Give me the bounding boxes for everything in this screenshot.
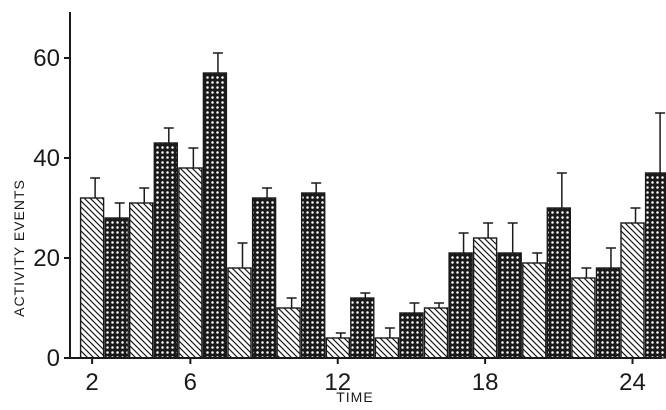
bar-series1-t4 <box>128 202 154 359</box>
error-bars-layer <box>90 52 666 338</box>
bar-series1-t16 <box>423 307 449 359</box>
y-axis-title: ACTIVITY EVENTS <box>11 179 27 317</box>
x-tick-label-12: 12 <box>324 369 351 396</box>
bar-series1-t12 <box>325 337 350 359</box>
x-tick-label-2: 2 <box>85 369 98 396</box>
y-tick-label-20: 20 <box>33 245 60 272</box>
bars-layer <box>79 72 666 359</box>
bar-series2-t23 <box>595 267 621 359</box>
bar-series2-t19 <box>497 252 522 359</box>
bar-series1-t6 <box>178 167 203 359</box>
y-tick-label-40: 40 <box>33 145 60 172</box>
ticks-layer: 0 20 40 60 2 6 12 18 24 <box>33 45 646 396</box>
bar-series2-t7 <box>202 72 228 359</box>
bar-series1-t8 <box>227 267 252 359</box>
bar-series2-t15 <box>399 312 424 359</box>
bar-series2-t11 <box>301 192 326 359</box>
x-tick-label-18: 18 <box>472 369 499 396</box>
axes-layer <box>69 12 662 359</box>
bar-series1-t2 <box>79 197 105 359</box>
bar-series1-t14 <box>374 337 400 359</box>
x-axis-title: TIME <box>336 389 373 405</box>
y-tick-label-60: 60 <box>33 45 60 72</box>
y-tick-label-0: 0 <box>47 345 60 372</box>
bar-series2-t3 <box>104 217 129 359</box>
bar-series2-t17 <box>448 252 473 359</box>
bar-series2-t5 <box>153 142 179 359</box>
bar-series2-t25 <box>644 172 666 359</box>
x-tick-label-24: 24 <box>619 369 646 396</box>
bar-series1-t10 <box>276 307 301 359</box>
bar-series1-t20 <box>522 262 547 359</box>
bar-series1-t22 <box>571 277 596 359</box>
bar-series2-t21 <box>546 207 571 359</box>
bar-series1-t18 <box>472 237 498 359</box>
bar-series2-t13 <box>350 297 375 359</box>
bar-series1-t24 <box>620 222 645 359</box>
bar-series2-t9 <box>251 197 277 359</box>
x-tick-label-6: 6 <box>184 369 197 396</box>
